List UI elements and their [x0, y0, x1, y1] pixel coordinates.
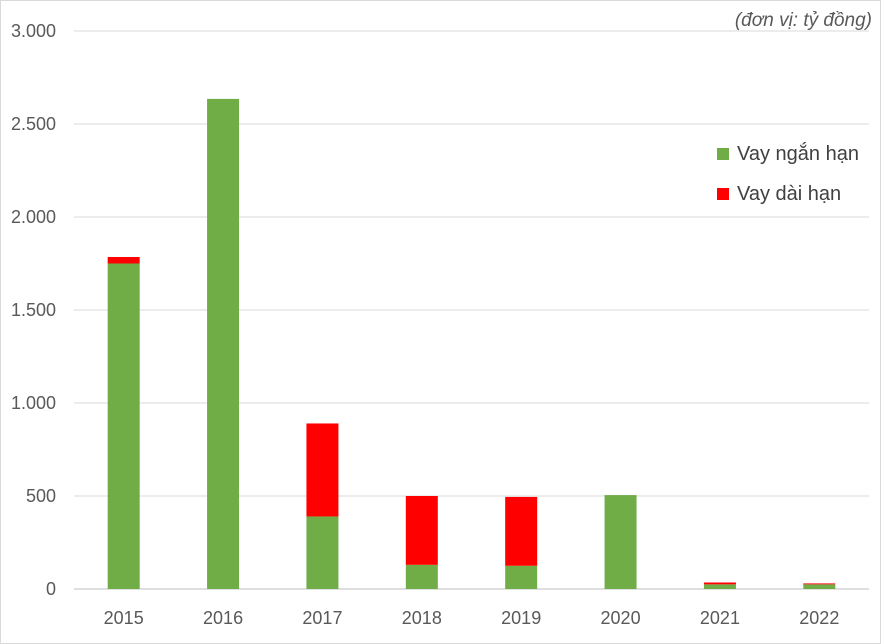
bar-short-term-2018 — [405, 564, 438, 589]
bar-long-term-2017 — [306, 423, 339, 517]
legend: Vay ngắn hạn Vay dài hạn — [717, 141, 859, 221]
x-tick-label: 2019 — [501, 608, 541, 628]
bar-short-term-2016 — [207, 98, 240, 589]
x-tick-label: 2018 — [402, 608, 442, 628]
bar-short-term-2015 — [107, 263, 140, 589]
x-tick-label: 2016 — [203, 608, 243, 628]
y-tick-label: 3.000 — [11, 21, 56, 41]
legend-item-long-term-loan: Vay dài hạn — [717, 181, 859, 207]
y-axis-ticks: 0 500 1.000 1.500 2.000 2.500 3.000 — [11, 21, 56, 599]
bar-short-term-2017 — [306, 516, 339, 589]
bar-long-term-2021 — [703, 582, 736, 585]
bar-short-term-2019 — [505, 565, 538, 589]
bar-short-term-2020 — [604, 495, 637, 589]
x-tick-label: 2015 — [104, 608, 144, 628]
x-tick-label: 2021 — [700, 608, 740, 628]
y-tick-label: 2.000 — [11, 207, 56, 227]
bar-long-term-2018 — [405, 496, 438, 565]
y-tick-label: 1.000 — [11, 393, 56, 413]
x-tick-label: 2020 — [601, 608, 641, 628]
bar-long-term-2015 — [107, 256, 140, 264]
y-tick-label: 0 — [46, 579, 56, 599]
y-tick-label: 500 — [26, 486, 56, 506]
legend-label-long-term: Vay dài hạn — [737, 182, 842, 205]
y-tick-label: 1.500 — [11, 300, 56, 320]
x-tick-label: 2022 — [799, 608, 839, 628]
legend-swatch-short-term — [717, 148, 729, 160]
gridlines — [74, 30, 869, 590]
x-tick-label: 2017 — [302, 608, 342, 628]
bar-short-term-2021 — [703, 584, 736, 589]
bars — [107, 98, 836, 589]
bar-long-term-2019 — [505, 496, 538, 566]
x-axis-ticks: 2015 2016 2017 2018 2019 2020 2021 2022 — [104, 608, 840, 628]
legend-item-short-term-loan: Vay ngắn hạn — [717, 141, 859, 167]
y-tick-label: 2.500 — [11, 114, 56, 134]
unit-label: (đơn vị: tỷ đồng) — [734, 10, 872, 31]
bar-long-term-2022 — [803, 583, 836, 585]
bar-short-term-2022 — [803, 584, 836, 589]
legend-swatch-long-term — [717, 188, 729, 200]
legend-label-short-term: Vay ngắn hạn — [737, 142, 859, 165]
